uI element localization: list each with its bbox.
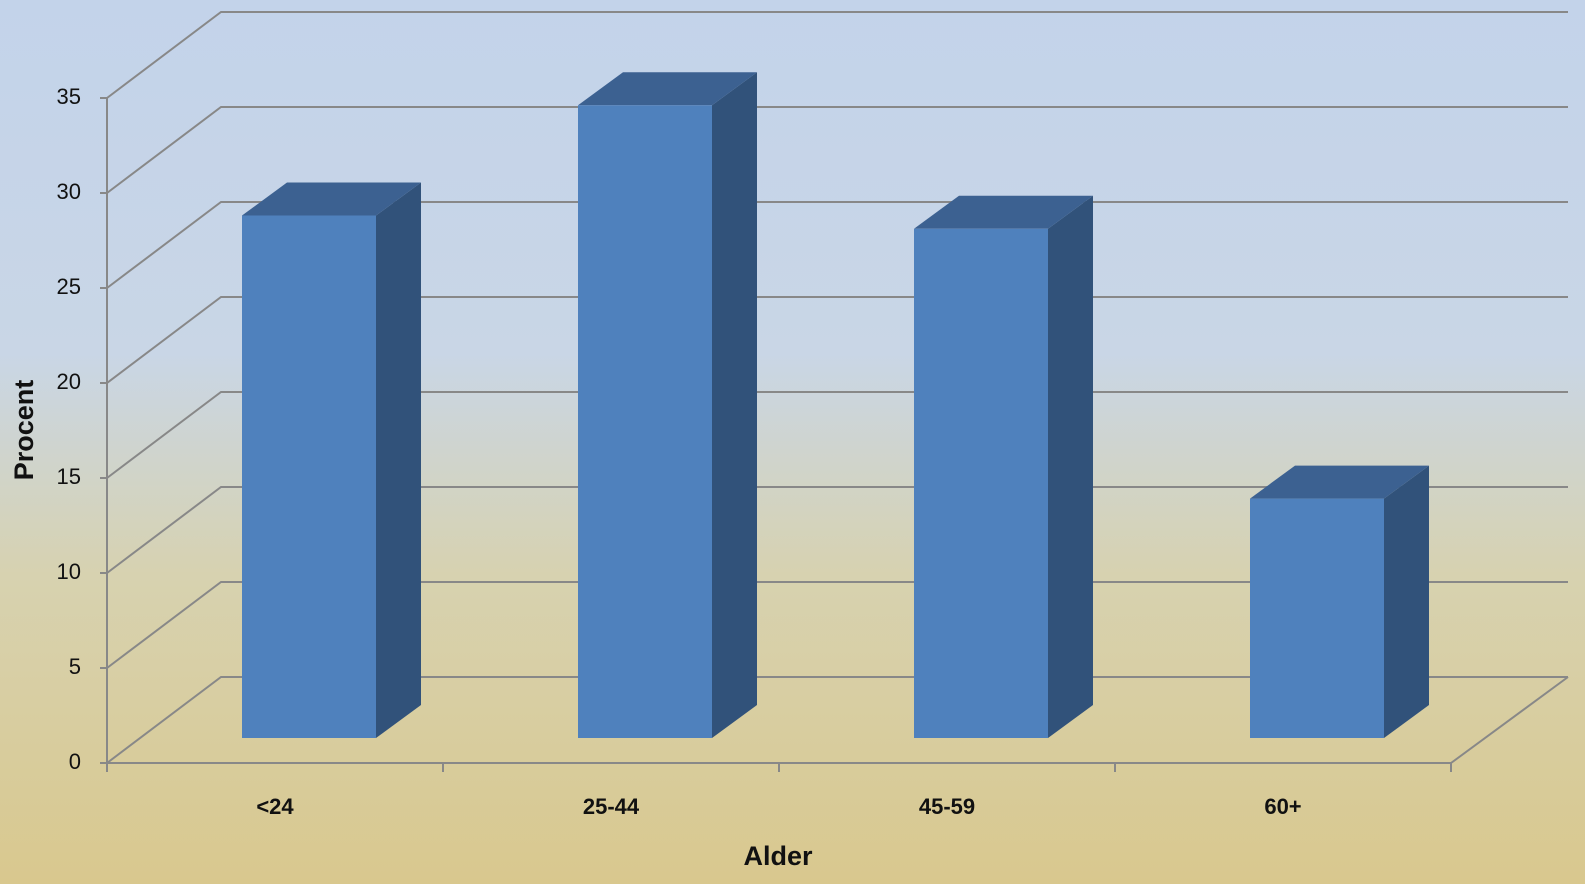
x-tick-label: <24 <box>256 794 294 819</box>
floor-right-edge <box>1450 676 1569 764</box>
bar-side <box>1048 195 1093 739</box>
bar <box>1250 498 1384 738</box>
y-tick-label: 25 <box>57 274 81 299</box>
x-tick-label: 25-44 <box>583 794 640 819</box>
bar <box>242 215 376 738</box>
x-axis-label: Alder <box>743 841 813 871</box>
bar-top <box>578 72 757 106</box>
bar-top <box>242 182 421 216</box>
grid-line <box>106 296 1568 384</box>
grid-line <box>106 106 1568 194</box>
grid-line <box>106 391 1568 479</box>
bar <box>578 105 712 739</box>
y-tick-label: 0 <box>69 749 81 774</box>
y-axis-label: Procent <box>9 380 39 481</box>
y-tick-label: 35 <box>57 84 81 109</box>
y-tick-label: 5 <box>69 654 81 679</box>
bar-top <box>914 195 1093 229</box>
bar-side <box>1384 465 1429 738</box>
x-tick-label: 45-59 <box>919 794 975 819</box>
y-tick-label: 30 <box>57 179 81 204</box>
x-tick-label: 60+ <box>1264 794 1301 819</box>
grid-line <box>106 486 1568 574</box>
y-tick-label: 20 <box>57 369 81 394</box>
y-tick-label: 10 <box>57 559 81 584</box>
grid-line <box>106 676 1568 764</box>
bar <box>914 228 1048 739</box>
grid-line <box>106 11 1568 99</box>
y-tick-label: 15 <box>57 464 81 489</box>
bar-side <box>712 72 757 739</box>
bar-top <box>1250 465 1429 499</box>
grid-line <box>106 581 1568 669</box>
bar-side <box>376 182 421 738</box>
grid-line <box>106 201 1568 289</box>
